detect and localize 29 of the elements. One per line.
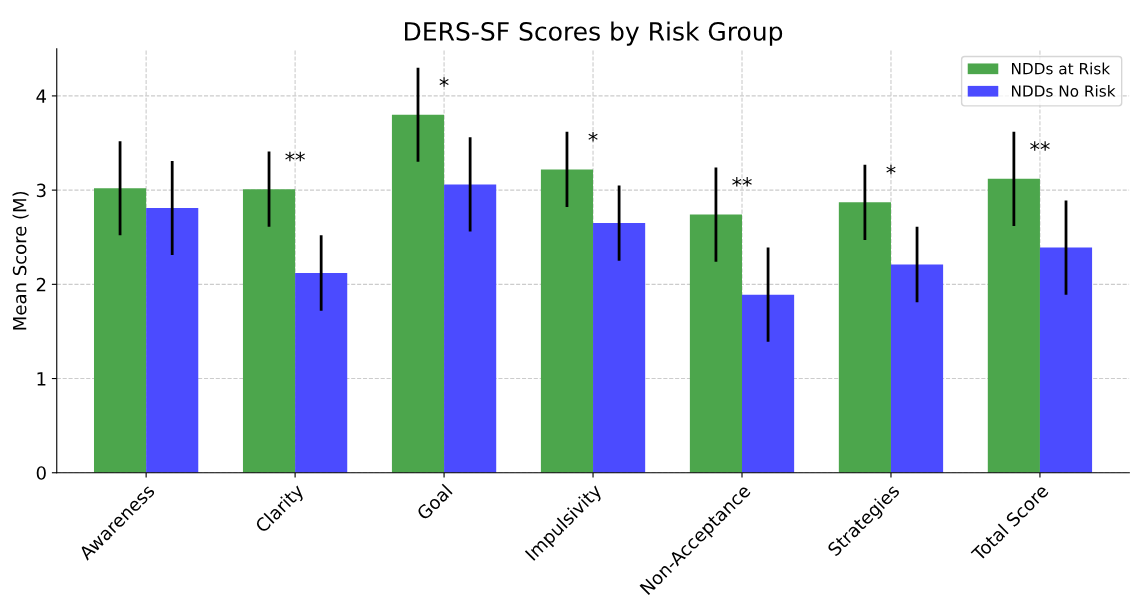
- bar: [838, 202, 891, 473]
- y-tick-label: 1: [37, 372, 46, 386]
- y-tick-label: 3: [36, 183, 46, 198]
- annotation: *: [439, 77, 449, 87]
- bar: [742, 294, 795, 473]
- bar: [93, 188, 147, 473]
- bar: [540, 169, 594, 473]
- bar: [689, 214, 743, 473]
- chart-title: DERS-SF Scores by Risk Group: [405, 21, 783, 46]
- bar: [242, 189, 296, 473]
- bar: [890, 264, 944, 473]
- bar: [295, 273, 348, 473]
- y-tick-label: 0: [36, 466, 46, 480]
- annotation: **: [1030, 141, 1050, 151]
- annotation: *: [588, 131, 598, 142]
- bar: [391, 114, 445, 473]
- annotation: *: [886, 164, 896, 175]
- legend-label: NDDs at Risk: [1012, 62, 1111, 75]
- legend-label: NDDs No Risk: [1012, 84, 1116, 97]
- annotation: **: [285, 151, 305, 162]
- bar: [593, 223, 646, 473]
- bar: [444, 184, 497, 473]
- y-tick-label: 4: [36, 89, 47, 103]
- bar: [1039, 247, 1093, 473]
- bar: [987, 178, 1040, 473]
- y-axis-title: Mean Score (M): [12, 191, 29, 330]
- annotation: **: [732, 177, 752, 187]
- y-tick-label: 2: [36, 277, 46, 292]
- bar: [146, 208, 199, 473]
